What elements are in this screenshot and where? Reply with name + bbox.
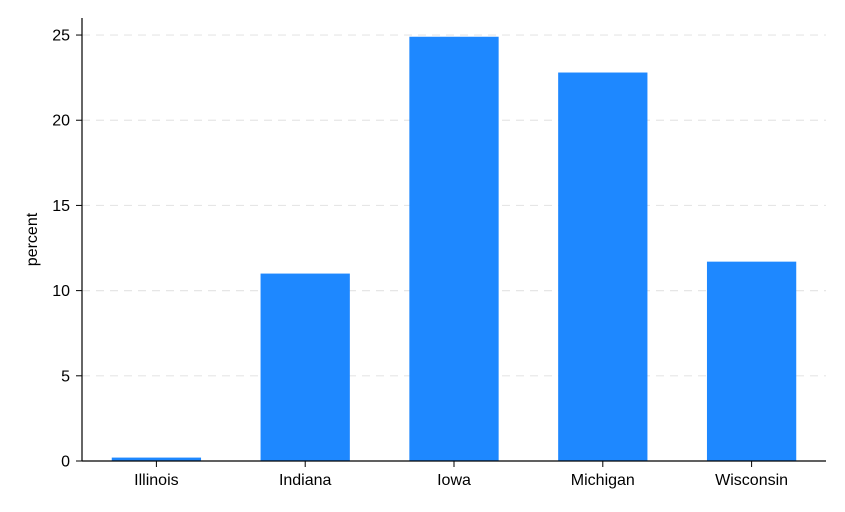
bar-wisconsin [706, 261, 797, 461]
y-tick-label: 5 [61, 368, 70, 385]
y-tick-label: 25 [52, 28, 70, 45]
y-tick-label: 10 [52, 283, 70, 300]
x-tick-label: Illinois [134, 472, 178, 489]
y-tick-label: 15 [52, 198, 70, 215]
bar-michigan [558, 72, 648, 462]
x-tick-label: Iowa [437, 472, 471, 489]
x-ticks: Illinois Indiana Iowa Michigan Wisconsin [134, 461, 788, 489]
y-tick-label: 20 [52, 113, 70, 130]
x-tick-label: Indiana [279, 472, 332, 489]
bar-iowa [409, 36, 499, 461]
x-tick-label: Michigan [571, 472, 635, 489]
x-tick-label: Wisconsin [715, 472, 788, 489]
bar-illinois [111, 457, 202, 461]
y-ticks: 0 5 10 15 20 25 [52, 28, 82, 471]
bar-indiana [260, 273, 350, 461]
bars [111, 36, 797, 462]
y-axis-title: percent [24, 212, 41, 266]
y-tick-label: 0 [61, 454, 70, 471]
